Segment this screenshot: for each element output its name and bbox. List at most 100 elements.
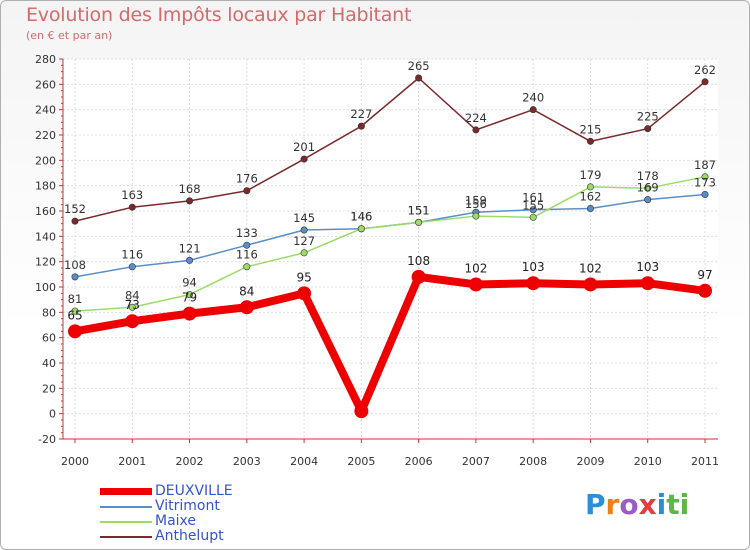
data-point-vitrimont-2001 bbox=[128, 263, 136, 271]
series-line-maixe bbox=[74, 176, 706, 312]
data-label-maixe-2004: 127 bbox=[293, 234, 315, 248]
x-tick-label-2004: 2004 bbox=[290, 455, 318, 468]
y-tick-label-160: 160 bbox=[35, 205, 56, 218]
data-point-maixe-2008 bbox=[529, 213, 537, 221]
y-tick-label-260: 260 bbox=[35, 78, 56, 91]
data-point-maixe-2009 bbox=[586, 183, 594, 191]
data-point-maixe-2010 bbox=[644, 184, 652, 192]
proxiti-logo: Proxiti bbox=[585, 488, 689, 521]
data-label-deuxville-2003: 84 bbox=[239, 284, 254, 298]
data-label-deuxville-2009: 102 bbox=[579, 261, 602, 275]
series-line-anthelupt bbox=[74, 77, 706, 222]
legend-swatch-maixe bbox=[100, 521, 152, 523]
data-label-vitrimont-2010: 169 bbox=[637, 181, 659, 195]
x-tick-label-2001: 2001 bbox=[118, 455, 146, 468]
data-label-anthelupt-2002: 168 bbox=[179, 182, 201, 196]
data-point-anthelupt-2000 bbox=[71, 217, 79, 225]
data-label-maixe-2003: 116 bbox=[236, 248, 258, 262]
data-point-maixe-2005 bbox=[357, 225, 365, 233]
data-label-maixe-2000: 81 bbox=[68, 292, 83, 306]
data-label-vitrimont-2002: 121 bbox=[179, 241, 201, 255]
data-label-deuxville-2011: 97 bbox=[697, 268, 712, 282]
logo-letter-p: P bbox=[585, 488, 606, 521]
y-tick-label-40: 40 bbox=[42, 357, 56, 370]
plot-area bbox=[63, 59, 718, 439]
y-tick-label-0: 0 bbox=[49, 408, 56, 421]
data-point-maixe-2001 bbox=[128, 303, 136, 311]
y-tick-label-280: 280 bbox=[35, 53, 56, 66]
data-label-deuxville-2008: 103 bbox=[522, 260, 545, 274]
data-point-deuxville-2001 bbox=[125, 314, 140, 329]
data-point-deuxville-2002 bbox=[182, 306, 197, 321]
data-point-vitrimont-2010 bbox=[644, 196, 652, 204]
data-label-deuxville-2001: 73 bbox=[125, 298, 140, 312]
data-label-vitrimont-2011: 173 bbox=[694, 176, 716, 190]
data-point-anthelupt-2004 bbox=[300, 155, 308, 163]
data-label-anthelupt-2004: 201 bbox=[293, 140, 315, 154]
data-label-maixe-2001: 84 bbox=[125, 288, 140, 302]
data-point-maixe-2004 bbox=[300, 249, 308, 257]
data-label-anthelupt-2007: 224 bbox=[465, 111, 487, 125]
data-point-anthelupt-2010 bbox=[644, 125, 652, 133]
y-tick-label-200: 200 bbox=[35, 154, 56, 167]
data-point-maixe-2011 bbox=[701, 173, 709, 181]
data-label-maixe-2011: 187 bbox=[694, 158, 716, 172]
x-tick-label-2007: 2007 bbox=[462, 455, 490, 468]
data-label-vitrimont-2006: 151 bbox=[408, 203, 430, 217]
y-tick-label-180: 180 bbox=[35, 180, 56, 193]
data-point-deuxville-2009 bbox=[583, 277, 598, 292]
data-point-vitrimont-2011 bbox=[701, 191, 709, 199]
data-label-vitrimont-2000: 108 bbox=[64, 258, 86, 272]
legend-label-anthelupt: Anthelupt bbox=[155, 528, 224, 544]
data-point-vitrimont-2000 bbox=[71, 273, 79, 281]
data-point-vitrimont-2002 bbox=[186, 256, 194, 264]
data-point-deuxville-2004 bbox=[297, 286, 312, 301]
data-point-anthelupt-2006 bbox=[415, 74, 423, 82]
y-tick-label-100: 100 bbox=[35, 281, 56, 294]
data-point-deuxville-2003 bbox=[239, 300, 254, 315]
data-point-deuxville-2010 bbox=[640, 276, 655, 291]
y-tick-label-220: 220 bbox=[35, 129, 56, 142]
data-label-anthelupt-2010: 225 bbox=[637, 110, 659, 124]
y-tick-label-140: 140 bbox=[35, 230, 56, 243]
data-point-anthelupt-2002 bbox=[186, 197, 194, 205]
data-label-maixe-2007: 156 bbox=[465, 197, 487, 211]
logo-letter-r: r bbox=[605, 488, 620, 521]
x-tick-label-2008: 2008 bbox=[519, 455, 547, 468]
legend-swatch-anthelupt bbox=[100, 536, 152, 538]
data-point-anthelupt-2005 bbox=[357, 122, 365, 130]
x-tick-label-2006: 2006 bbox=[405, 455, 433, 468]
data-label-vitrimont-2003: 133 bbox=[236, 226, 258, 240]
data-point-vitrimont-2004 bbox=[300, 226, 308, 234]
logo-letter-i: i bbox=[656, 488, 667, 521]
y-tick-label-120: 120 bbox=[35, 256, 56, 269]
legend-label-vitrimont: Vitrimont bbox=[155, 498, 220, 514]
data-point-vitrimont-2008 bbox=[529, 206, 537, 214]
series-line-deuxville bbox=[74, 272, 706, 416]
x-tick-label-2011: 2011 bbox=[691, 455, 719, 468]
data-label-anthelupt-2006: 265 bbox=[408, 59, 430, 73]
legend-label-deuxville: DEUXVILLE bbox=[155, 483, 233, 499]
data-label-vitrimont-2007: 159 bbox=[465, 193, 487, 207]
data-point-deuxville-2006 bbox=[411, 269, 426, 284]
data-point-anthelupt-2003 bbox=[243, 187, 251, 195]
x-tick-label-2000: 2000 bbox=[61, 455, 89, 468]
data-label-anthelupt-2009: 215 bbox=[579, 122, 601, 136]
data-point-maixe-2002 bbox=[186, 291, 194, 299]
data-point-deuxville-2007 bbox=[468, 277, 483, 292]
data-label-vitrimont-2005: 146 bbox=[350, 210, 372, 224]
y-tick-label-60: 60 bbox=[42, 332, 56, 345]
y-tick-label-20: 20 bbox=[42, 382, 56, 395]
data-label-vitrimont-2001: 116 bbox=[121, 248, 143, 262]
data-point-deuxville-2008 bbox=[526, 276, 541, 291]
data-point-anthelupt-2011 bbox=[701, 78, 709, 86]
data-label-vitrimont-2008: 161 bbox=[522, 191, 544, 205]
data-label-deuxville-2004: 95 bbox=[296, 270, 311, 284]
data-point-maixe-2007 bbox=[472, 212, 480, 220]
x-tick-label-2005: 2005 bbox=[347, 455, 375, 468]
data-point-vitrimont-2009 bbox=[586, 204, 594, 212]
data-point-anthelupt-2008 bbox=[529, 106, 537, 114]
data-label-anthelupt-2000: 152 bbox=[64, 202, 86, 216]
legend-swatch-deuxville bbox=[100, 488, 152, 495]
x-tick-label-2002: 2002 bbox=[176, 455, 204, 468]
